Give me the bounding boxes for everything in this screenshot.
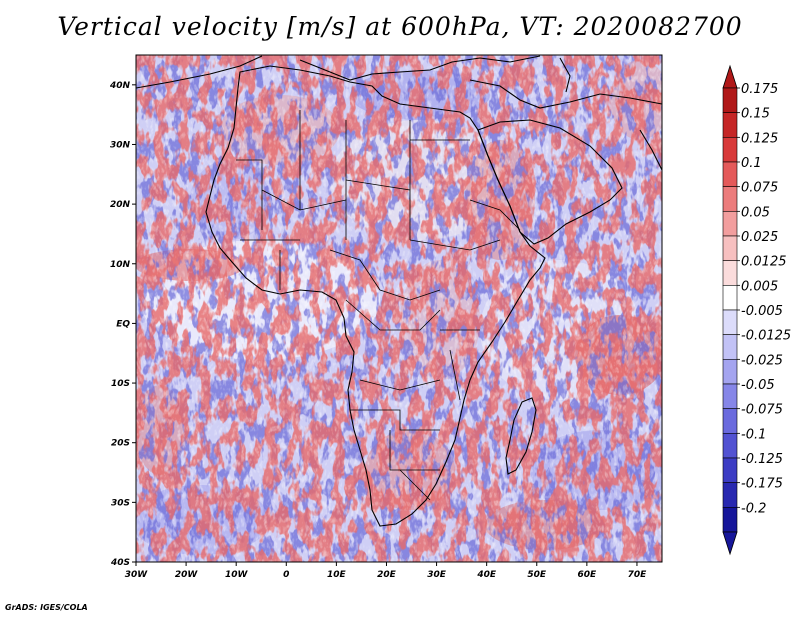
lon-tick-label: 10E: [327, 570, 347, 580]
lat-tick-label: EQ: [116, 319, 130, 329]
colorbar-label: -0.125: [741, 452, 783, 467]
colorbar-label: -0.175: [741, 477, 783, 492]
lon-tick-label: 10W: [225, 570, 249, 580]
lon-tick-label: 30W: [125, 570, 149, 580]
lon-tick-label: 20W: [175, 570, 199, 580]
lon-tick-label: 0: [283, 570, 289, 580]
colorbar-swatch: [722, 285, 738, 311]
country-borders: [236, 110, 521, 501]
latitude-axis: 40N 30N 20N 10N EQ 10S 20S 30S 40S: [109, 81, 136, 568]
map-title: Vertical velocity [m/s] at 600hPa, VT: 2…: [57, 12, 743, 41]
lon-tick-label: 50E: [527, 570, 547, 580]
colorbar-label: 0.0125: [741, 255, 787, 270]
colorbar-swatch: [722, 433, 738, 459]
coastlines: [136, 55, 662, 527]
colorbar-label: -0.2: [741, 501, 766, 516]
lat-tick-label: 30S: [111, 498, 130, 508]
grads-credit: GrADS: IGES/COLA: [5, 603, 88, 612]
colorbar-swatch: [722, 383, 738, 409]
colorbar-swatch: [722, 137, 738, 163]
colorbar-swatch: [722, 260, 738, 286]
colorbar-label: 0.075: [741, 181, 778, 196]
colorbar-label: 0.05: [741, 205, 770, 220]
colorbar: 0.175 0.15 0.125 0.1 0.075 0.05 0.025 0.0125 0.0…: [722, 64, 791, 556]
colorbar-label: 0.1: [741, 156, 762, 171]
colorbar-swatch: [722, 457, 738, 483]
lon-tick-label: 60E: [578, 570, 598, 580]
colorbar-label: 0.175: [741, 82, 778, 97]
colorbar-label: -0.075: [741, 403, 783, 418]
lon-tick-label: 20E: [377, 570, 397, 580]
colorbar-label: -0.05: [741, 378, 775, 393]
lon-tick-label: 70E: [628, 570, 648, 580]
colorbar-swatch: [722, 186, 738, 212]
colorbar-max-arrow: [722, 64, 738, 89]
colorbar-label: -0.025: [741, 353, 783, 368]
colorbar-swatch: [722, 211, 738, 237]
colorbar-swatch: [722, 334, 738, 360]
colorbar-label: 0.025: [741, 230, 778, 245]
colorbar-swatch: [722, 87, 738, 113]
lat-tick-label: 10S: [111, 379, 130, 389]
lat-tick-label: 20N: [110, 200, 131, 210]
colorbar-label: 0.125: [741, 131, 778, 146]
colorbar-swatch: [722, 112, 738, 138]
colorbar-swatch: [722, 408, 738, 434]
colorbar-swatch: [722, 161, 738, 187]
colorbar-swatch: [722, 235, 738, 261]
colorbar-swatch: [722, 359, 738, 385]
colorbar-swatch: [722, 507, 738, 533]
map-frame: [135, 54, 663, 563]
colorbar-swatch: [722, 309, 738, 335]
velocity-field: [136, 55, 662, 562]
lat-tick-label: 10N: [110, 260, 131, 270]
lat-tick-label: 40S: [110, 558, 130, 568]
colorbar-label: -0.1: [741, 427, 766, 442]
colorbar-label: -0.0125: [741, 329, 791, 344]
lat-tick-label: 30N: [110, 140, 131, 150]
colorbar-label: 0.005: [741, 279, 778, 294]
colorbar-label: 0.15: [741, 107, 770, 122]
colorbar-swatch: [722, 482, 738, 508]
lon-tick-label: 40E: [476, 570, 497, 580]
colorbar-label: -0.005: [741, 304, 783, 319]
lat-tick-label: 20S: [111, 439, 130, 449]
lon-tick-label: 30E: [427, 570, 447, 580]
longitude-axis: 30W 20W 10W 0 10E 20E 30E 40E 50E 60E 70E: [125, 562, 647, 580]
lat-tick-label: 40N: [109, 81, 131, 91]
colorbar-min-arrow: [722, 531, 738, 556]
